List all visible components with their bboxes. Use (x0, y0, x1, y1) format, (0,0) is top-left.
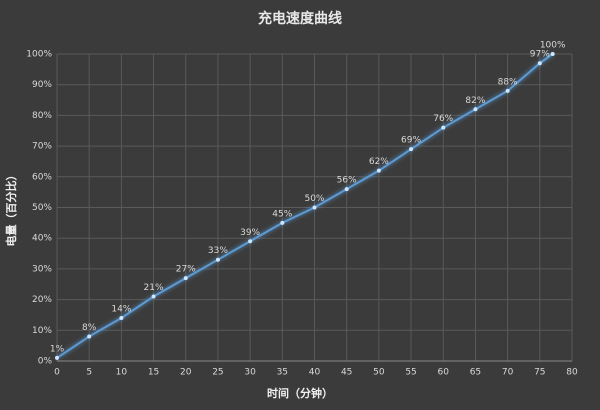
point (248, 239, 253, 244)
x-tick-label: 30 (244, 368, 256, 378)
x-tick-label: 10 (116, 368, 128, 378)
y-tick-label: 20% (32, 295, 52, 305)
x-tick-label: 20 (180, 368, 192, 378)
x-tick-label: 75 (534, 368, 545, 378)
data-label: 88% (498, 77, 518, 87)
y-axis-title: 电量（百分比） (4, 170, 18, 247)
y-tick-label: 0% (38, 357, 53, 367)
data-label: 8% (82, 323, 97, 333)
x-tick-label: 0 (54, 368, 60, 378)
y-tick-label: 60% (32, 172, 52, 182)
data-label: 33% (208, 246, 228, 256)
point (312, 205, 317, 210)
y-tick-label: 80% (32, 111, 52, 121)
data-label: 27% (176, 265, 196, 275)
y-tick-label: 30% (32, 264, 52, 274)
point (280, 220, 285, 225)
data-label: 82% (465, 96, 485, 106)
x-tick-label: 70 (502, 368, 514, 378)
y-tick-label: 40% (32, 234, 52, 244)
x-tick-label: 15 (148, 368, 159, 378)
data-label: 97% (530, 50, 550, 60)
point (119, 316, 124, 321)
x-tick-label: 80 (566, 368, 578, 378)
point (473, 107, 478, 112)
data-label: 56% (337, 176, 357, 186)
data-label: 100% (540, 41, 566, 51)
data-label: 50% (304, 194, 324, 204)
data-label: 1% (50, 344, 65, 354)
point (344, 187, 349, 192)
x-tick-label: 60 (438, 368, 450, 378)
data-label: 76% (433, 114, 453, 124)
point (505, 88, 510, 93)
x-tick-label: 45 (341, 368, 352, 378)
point (409, 147, 414, 152)
chart-title: 充电速度曲线 (258, 10, 342, 27)
data-label: 39% (240, 228, 260, 238)
point (55, 355, 59, 360)
y-tick-label: 70% (32, 142, 52, 152)
point (376, 168, 381, 173)
data-label: 14% (111, 305, 131, 315)
point (215, 257, 220, 262)
point (550, 52, 555, 56)
data-label: 69% (401, 136, 421, 146)
data-label: 62% (369, 157, 389, 167)
x-tick-label: 55 (405, 368, 416, 378)
data-label: 21% (144, 283, 164, 293)
x-axis-title: 时间（分钟） (267, 386, 333, 400)
point (537, 61, 542, 66)
y-tick-label: 100% (26, 50, 52, 60)
x-tick-label: 25 (212, 368, 223, 378)
x-tick-label: 40 (309, 368, 321, 378)
x-tick-label: 65 (470, 368, 481, 378)
x-tick-label: 50 (373, 368, 385, 378)
x-tick-label: 35 (277, 368, 288, 378)
y-tick-label: 90% (32, 80, 52, 90)
point (151, 294, 156, 299)
point (441, 125, 446, 130)
point (183, 276, 188, 281)
y-tick-label: 10% (32, 326, 52, 336)
point (87, 334, 92, 339)
y-tick-label: 50% (32, 203, 52, 213)
x-tick-label: 5 (86, 368, 92, 378)
data-label: 45% (272, 209, 292, 219)
